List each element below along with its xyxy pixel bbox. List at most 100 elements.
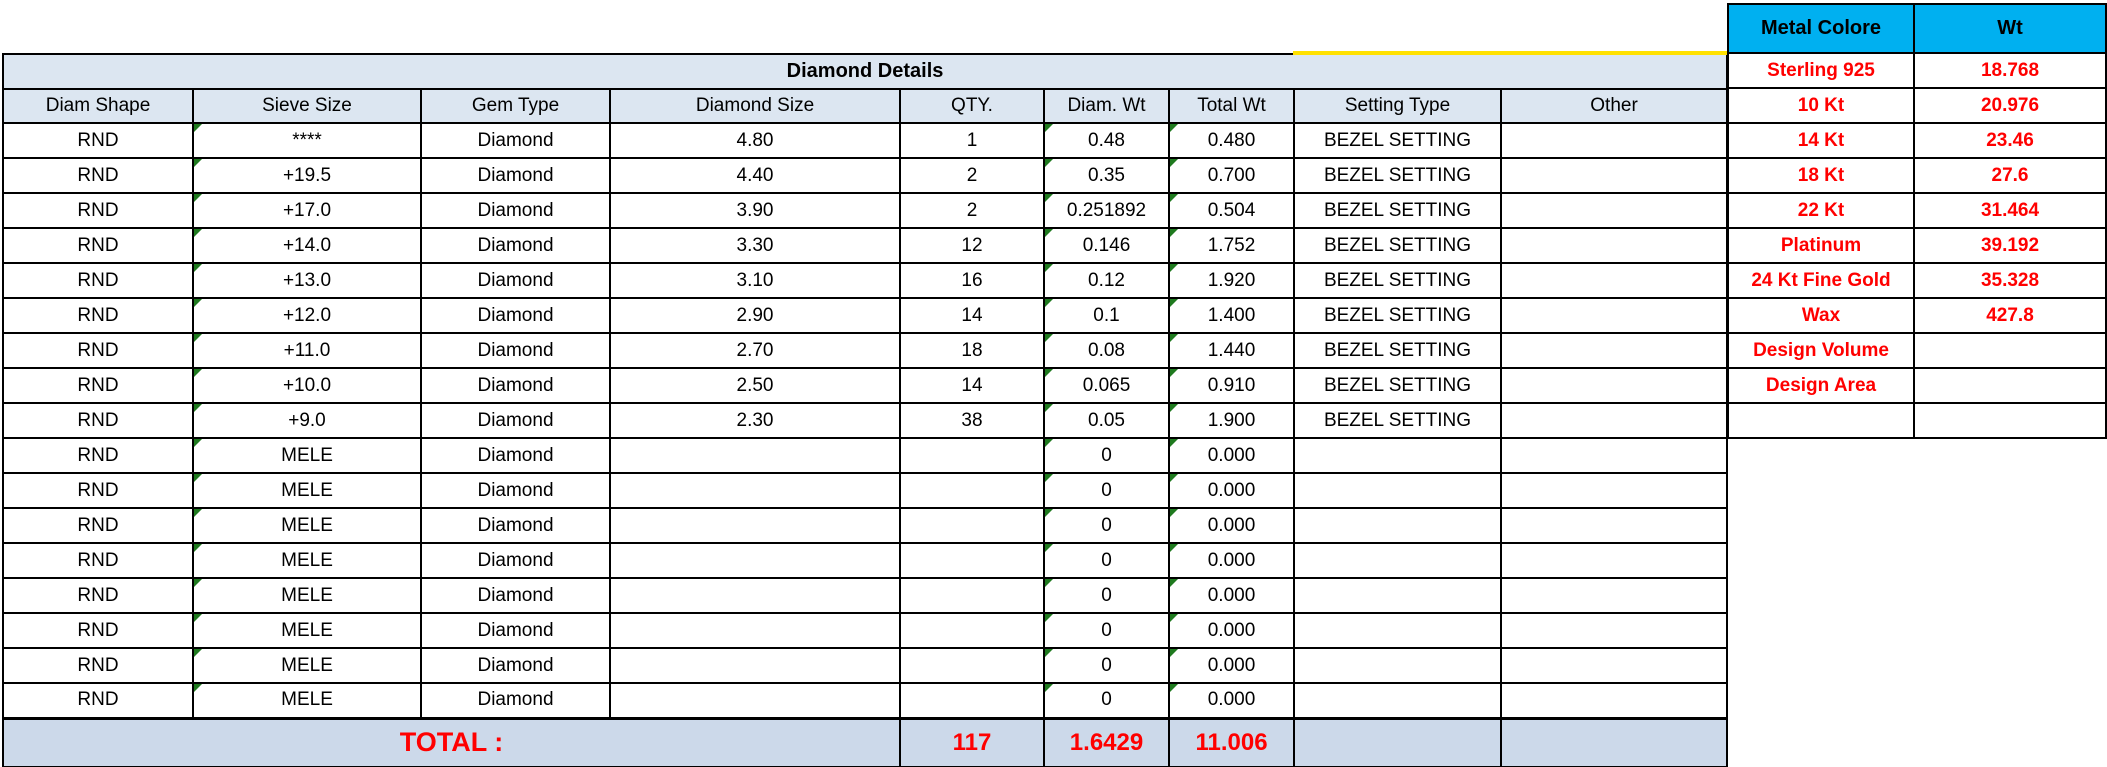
cell-gem-type[interactable]: Diamond <box>420 122 611 159</box>
cell-sieve-size[interactable]: MELE <box>192 612 422 649</box>
col-header-total-wt[interactable]: Total Wt <box>1168 88 1295 124</box>
cell-gem-type[interactable]: Diamond <box>420 402 611 439</box>
cell-gem-type[interactable]: Diamond <box>420 577 611 614</box>
cell-setting-type[interactable]: BEZEL SETTING <box>1293 297 1502 334</box>
cell-qty[interactable]: 18 <box>899 332 1045 369</box>
total-total-wt-value[interactable]: 11.006 <box>1168 716 1295 767</box>
cell-diam-shape[interactable]: RND <box>2 542 194 579</box>
cell-qty[interactable] <box>899 577 1045 614</box>
cell-other[interactable] <box>1499 577 1729 614</box>
cell-diamond-size[interactable]: 3.90 <box>609 192 901 229</box>
cell-metal-wt[interactable]: 27.6 <box>1913 157 2107 194</box>
cell-diam-shape[interactable]: RND <box>2 367 194 404</box>
cell-diam-wt[interactable]: 0.48 <box>1043 122 1170 159</box>
cell-total-wt[interactable]: 0.000 <box>1168 577 1295 614</box>
cell-gem-type[interactable]: Diamond <box>420 262 611 299</box>
cell-setting-type[interactable]: BEZEL SETTING <box>1293 157 1502 194</box>
cell-diam-shape[interactable]: RND <box>2 122 194 159</box>
cell-total-wt[interactable]: 1.752 <box>1168 227 1295 264</box>
cell-total-wt[interactable]: 1.900 <box>1168 402 1295 439</box>
cell-setting-type[interactable] <box>1293 437 1502 474</box>
cell-gem-type[interactable]: Diamond <box>420 437 611 474</box>
cell-total-wt[interactable]: 1.440 <box>1168 332 1295 369</box>
cell-metal-wt[interactable] <box>1913 367 2107 404</box>
col-header-diam-wt[interactable]: Diam. Wt <box>1043 88 1170 124</box>
cell-metal-wt[interactable]: 18.768 <box>1913 52 2107 89</box>
cell-diam-shape[interactable]: RND <box>2 577 194 614</box>
cell-metal-wt[interactable]: 23.46 <box>1913 122 2107 159</box>
cell-qty[interactable]: 38 <box>899 402 1045 439</box>
cell-total-wt[interactable]: 0.000 <box>1168 682 1295 719</box>
col-header-wt[interactable]: Wt <box>1913 3 2107 54</box>
total-diam-wt-value[interactable]: 1.6429 <box>1043 716 1170 767</box>
cell-qty[interactable]: 16 <box>899 262 1045 299</box>
cell-diam-shape[interactable]: RND <box>2 507 194 544</box>
cell-total-wt[interactable]: 0.000 <box>1168 542 1295 579</box>
cell-setting-type[interactable] <box>1293 612 1502 649</box>
cell-sieve-size[interactable]: MELE <box>192 542 422 579</box>
cell-diamond-size[interactable]: 3.30 <box>609 227 901 264</box>
col-header-diamond-size[interactable]: Diamond Size <box>609 88 901 124</box>
cell-metal-colore[interactable]: Platinum <box>1727 227 1915 264</box>
cell-diam-wt[interactable]: 0 <box>1043 612 1170 649</box>
col-header-gem-type[interactable]: Gem Type <box>420 88 611 124</box>
cell-sieve-size[interactable]: MELE <box>192 507 422 544</box>
cell-diam-shape[interactable]: RND <box>2 437 194 474</box>
cell-sieve-size[interactable]: **** <box>192 122 422 159</box>
cell-diam-wt[interactable]: 0 <box>1043 472 1170 509</box>
cell-metal-colore[interactable]: 22 Kt <box>1727 192 1915 229</box>
cell-qty[interactable] <box>899 472 1045 509</box>
cell-metal-wt[interactable]: 427.8 <box>1913 297 2107 334</box>
cell-metal-colore[interactable]: 18 Kt <box>1727 157 1915 194</box>
cell-metal-colore[interactable]: Wax <box>1727 297 1915 334</box>
cell-total-wt[interactable]: 0.000 <box>1168 472 1295 509</box>
total-qty-value[interactable]: 117 <box>899 716 1045 767</box>
cell-sieve-size[interactable]: MELE <box>192 437 422 474</box>
cell-diam-wt[interactable]: 0.35 <box>1043 157 1170 194</box>
cell-other[interactable] <box>1499 472 1729 509</box>
cell-setting-type[interactable] <box>1293 647 1502 684</box>
cell-diamond-size[interactable] <box>609 577 901 614</box>
cell-qty[interactable] <box>899 437 1045 474</box>
cell-diam-wt[interactable]: 0.146 <box>1043 227 1170 264</box>
cell-diam-wt[interactable]: 0.05 <box>1043 402 1170 439</box>
cell-diam-shape[interactable]: RND <box>2 227 194 264</box>
cell-diamond-size[interactable] <box>609 647 901 684</box>
cell-setting-type[interactable] <box>1293 542 1502 579</box>
cell-setting-type[interactable]: BEZEL SETTING <box>1293 262 1502 299</box>
cell-diam-wt[interactable]: 0 <box>1043 507 1170 544</box>
cell-other[interactable] <box>1499 157 1729 194</box>
cell-sieve-size[interactable]: MELE <box>192 682 422 719</box>
cell-other[interactable] <box>1499 507 1729 544</box>
col-header-diam-shape[interactable]: Diam Shape <box>2 88 194 124</box>
cell-gem-type[interactable]: Diamond <box>420 647 611 684</box>
cell-diam-shape[interactable]: RND <box>2 682 194 719</box>
cell-diam-shape[interactable]: RND <box>2 647 194 684</box>
cell-total-wt[interactable]: 0.504 <box>1168 192 1295 229</box>
cell-other[interactable] <box>1499 402 1729 439</box>
cell-gem-type[interactable]: Diamond <box>420 472 611 509</box>
cell-other[interactable] <box>1499 612 1729 649</box>
cell-diam-wt[interactable]: 0 <box>1043 437 1170 474</box>
cell-sieve-size[interactable]: +19.5 <box>192 157 422 194</box>
cell-other[interactable] <box>1499 437 1729 474</box>
col-header-metal-colore[interactable]: Metal Colore <box>1727 3 1915 54</box>
cell-qty[interactable]: 1 <box>899 122 1045 159</box>
cell-other[interactable] <box>1499 682 1729 719</box>
cell-qty[interactable]: 14 <box>899 367 1045 404</box>
cell-total-wt[interactable]: 0.000 <box>1168 612 1295 649</box>
cell-sieve-size[interactable]: +11.0 <box>192 332 422 369</box>
cell-diamond-size[interactable]: 3.10 <box>609 262 901 299</box>
cell-gem-type[interactable]: Diamond <box>420 332 611 369</box>
cell-qty[interactable] <box>899 647 1045 684</box>
cell-other[interactable] <box>1499 192 1729 229</box>
col-header-other[interactable]: Other <box>1499 88 1729 124</box>
cell-gem-type[interactable]: Diamond <box>420 612 611 649</box>
cell-metal-wt[interactable] <box>1913 332 2107 369</box>
cell-setting-type[interactable] <box>1293 682 1502 719</box>
cell-total-wt[interactable]: 0.000 <box>1168 647 1295 684</box>
cell-gem-type[interactable]: Diamond <box>420 227 611 264</box>
cell-other[interactable] <box>1499 542 1729 579</box>
cell-diam-wt[interactable]: 0.1 <box>1043 297 1170 334</box>
col-header-setting-type[interactable]: Setting Type <box>1293 88 1502 124</box>
